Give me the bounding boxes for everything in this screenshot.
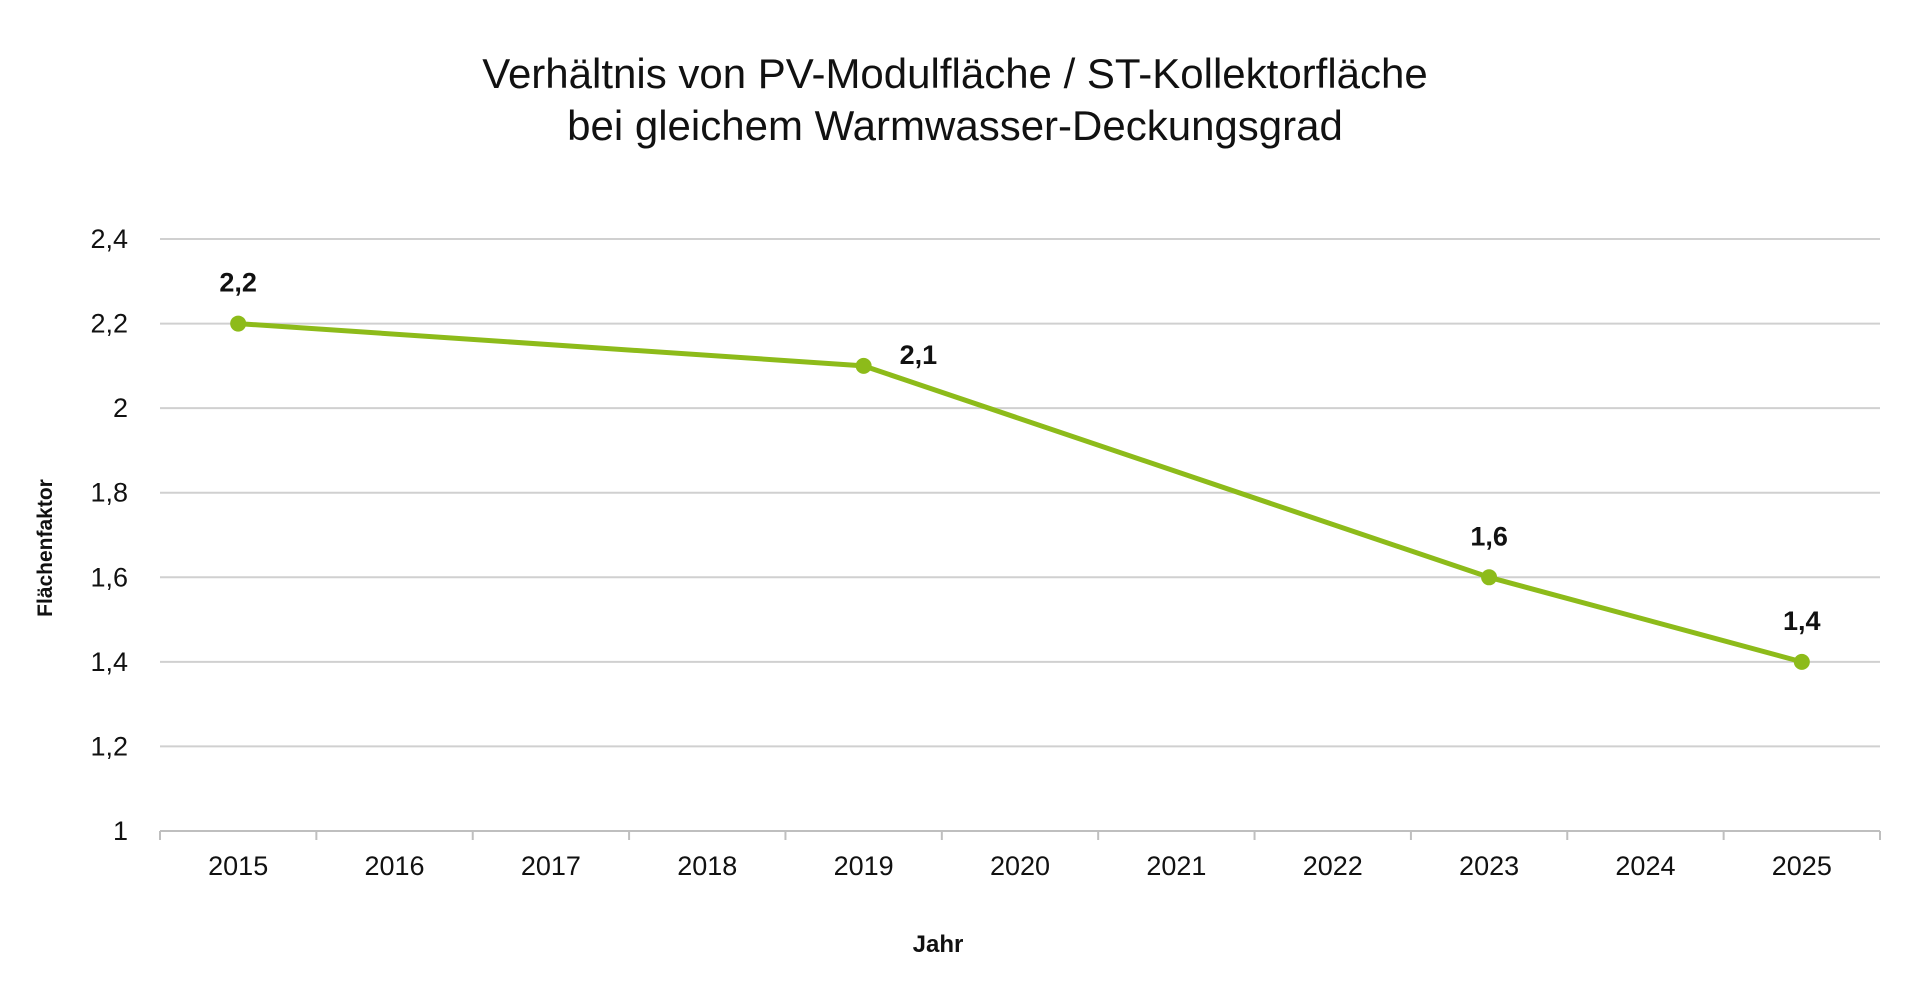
- y-tick-label: 2,2: [90, 309, 128, 339]
- x-tick-label: 2023: [1459, 851, 1519, 881]
- y-tick-label: 2: [113, 393, 128, 423]
- x-axis-title: Jahr: [913, 931, 964, 958]
- grid-lines: [160, 238, 1880, 748]
- data-label: 2,2: [219, 268, 257, 298]
- data-point-marker: [855, 357, 872, 374]
- x-tick-label: 2015: [208, 851, 268, 881]
- x-tick-label: 2024: [1615, 851, 1675, 881]
- chart-title: Verhältnis von PV-Modulfläche / ST-Kolle…: [0, 48, 1910, 152]
- y-tick-label: 1: [113, 816, 128, 846]
- y-tick-label: 1,8: [90, 478, 128, 508]
- x-tick-label: 2019: [834, 851, 894, 881]
- series-line-group: [230, 315, 1810, 670]
- chart-title-line-1: Verhältnis von PV-Modulfläche / ST-Kolle…: [482, 50, 1428, 97]
- y-tick-label: 1,6: [90, 562, 128, 592]
- data-label: 1,4: [1783, 606, 1821, 636]
- data-label: 2,1: [900, 340, 938, 370]
- x-tick-label: 2018: [677, 851, 737, 881]
- data-label: 1,6: [1470, 521, 1508, 551]
- y-tick-label: 1,4: [90, 647, 128, 677]
- y-tick-label: 1,2: [90, 731, 128, 761]
- x-tick-label: 2021: [1146, 851, 1206, 881]
- x-tick-label: 2022: [1303, 851, 1363, 881]
- data-point-marker: [230, 315, 247, 332]
- chart-title-line-2: bei gleichem Warmwasser-Deckungsgrad: [567, 102, 1343, 149]
- x-tick-label: 2016: [365, 851, 425, 881]
- data-point-marker: [1793, 653, 1810, 670]
- data-labels: 2,2 2,1 1,6 1,4: [219, 268, 1820, 636]
- y-axis-tick-labels: 1 1,2 1,4 1,6 1,8 2 2,2 2,4: [90, 224, 128, 846]
- data-point-marker: [1481, 569, 1498, 586]
- y-tick-label: 2,4: [90, 224, 128, 254]
- x-axis-tick-labels: 2015 2016 2017 2018 2019 2020 2021 2022 2023 2024…: [208, 851, 1832, 881]
- series-line: [235, 321, 1805, 665]
- x-tick-label: 2025: [1772, 851, 1832, 881]
- x-tick-label: 2017: [521, 851, 581, 881]
- y-axis-title: Flächenfaktor: [34, 479, 57, 617]
- x-axis: [159, 830, 1881, 840]
- x-tick-label: 2020: [990, 851, 1050, 881]
